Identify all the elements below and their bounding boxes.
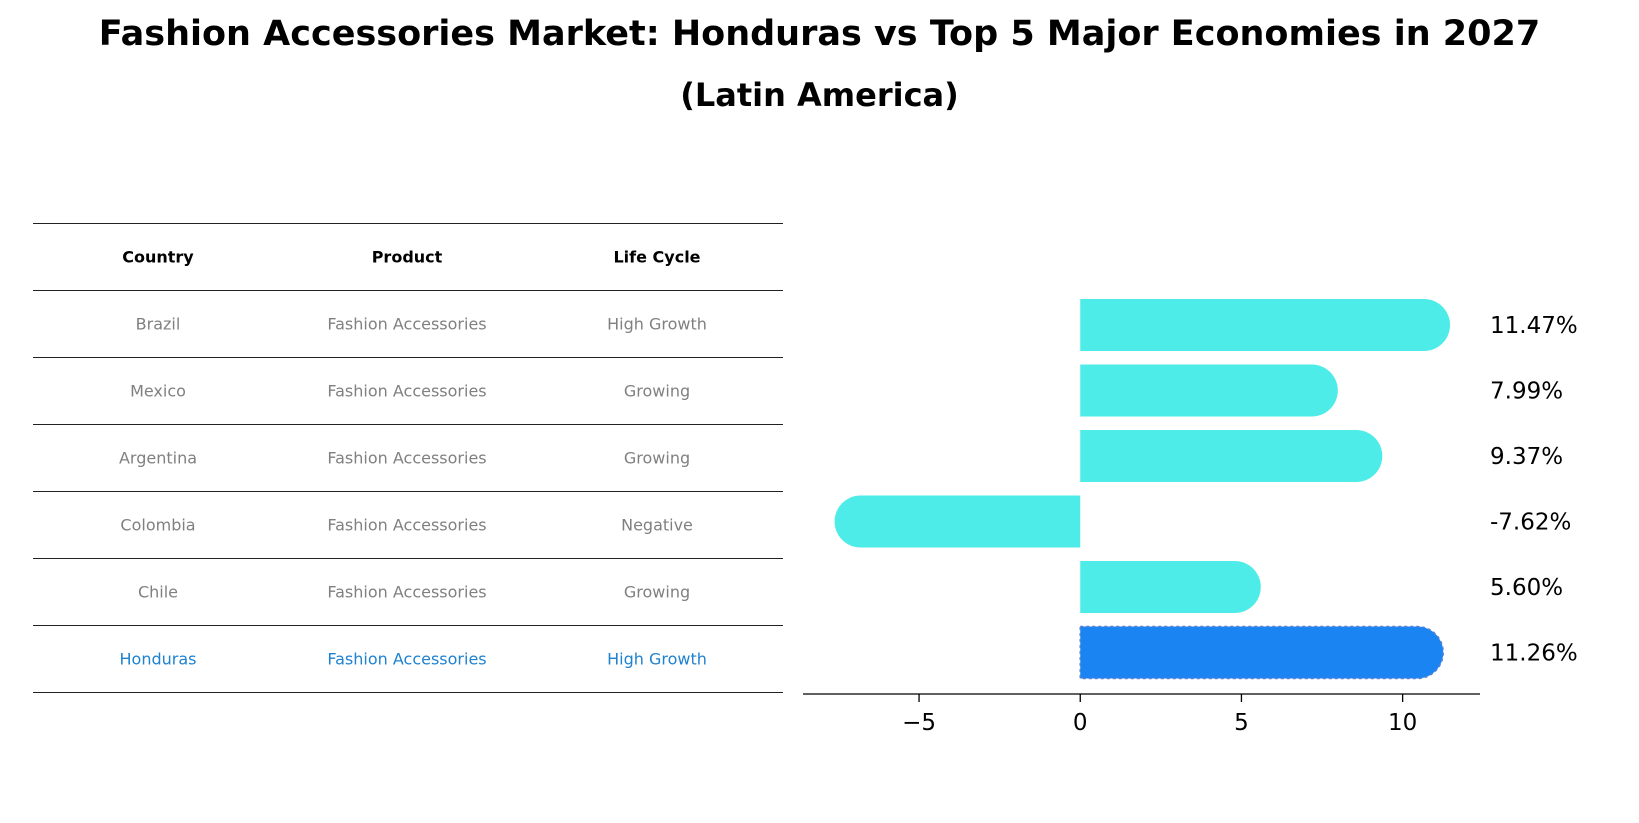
cell-product: Fashion Accessories <box>327 649 487 669</box>
bar-chile <box>1080 561 1261 613</box>
value-label: 5.60% <box>1490 575 1563 601</box>
bar-argentina <box>1080 430 1383 482</box>
cell-country: Colombia <box>120 515 196 535</box>
value-label: 11.26% <box>1490 641 1578 667</box>
cell-product: Fashion Accessories <box>327 448 487 468</box>
cell-country: Honduras <box>119 649 197 669</box>
cell-country: Chile <box>137 582 179 602</box>
chart-subtitle: (Latin America) <box>680 76 959 114</box>
cell-country: Mexico <box>130 381 186 401</box>
cell-life-cycle: Growing <box>623 448 691 468</box>
value-label: 7.99% <box>1490 379 1563 405</box>
header-product: Product <box>371 247 443 267</box>
table-row: Argentina Fashion Accessories Growing <box>33 425 783 492</box>
header-life-cycle: Life Cycle <box>613 247 701 267</box>
cell-life-cycle: High Growth <box>607 314 707 334</box>
cell-country: Brazil <box>135 314 181 334</box>
table-row: Chile Fashion Accessories Growing <box>33 559 783 626</box>
table-row: Mexico Fashion Accessories Growing <box>33 358 783 425</box>
table-header-row: Country Product Life Cycle <box>33 223 783 291</box>
table-row: Brazil Fashion Accessories High Growth <box>33 291 783 358</box>
cell-life-cycle: Negative <box>621 515 693 535</box>
cell-country: Argentina <box>118 448 198 468</box>
table-row-highlighted: Honduras Fashion Accessories High Growth <box>33 626 783 693</box>
table-row: Colombia Fashion Accessories Negative <box>33 492 783 559</box>
cell-life-cycle: Growing <box>623 582 691 602</box>
bar-brazil <box>1080 299 1451 351</box>
chart-title: Fashion Accessories Market: Honduras vs … <box>98 14 1541 54</box>
x-tick-label: −5 <box>902 710 936 736</box>
cell-life-cycle: High Growth <box>607 649 707 669</box>
x-tick-label: 5 <box>1234 710 1249 736</box>
bar-honduras <box>1079 625 1444 680</box>
header-country: Country <box>122 247 194 267</box>
cell-product: Fashion Accessories <box>327 515 487 535</box>
cell-product: Fashion Accessories <box>327 381 487 401</box>
bar-colombia <box>834 495 1081 548</box>
value-label: -7.62% <box>1490 510 1571 536</box>
x-tick-label: 10 <box>1388 710 1417 736</box>
bar-mexico <box>1080 364 1338 417</box>
x-tick-label: 0 <box>1073 710 1088 736</box>
cell-life-cycle: Growing <box>623 381 691 401</box>
value-label: 11.47% <box>1490 313 1578 339</box>
data-table: Country Product Life Cycle Brazil Fashio… <box>33 223 783 693</box>
cell-product: Fashion Accessories <box>327 582 487 602</box>
value-label: 9.37% <box>1490 444 1563 470</box>
cell-product: Fashion Accessories <box>327 314 487 334</box>
